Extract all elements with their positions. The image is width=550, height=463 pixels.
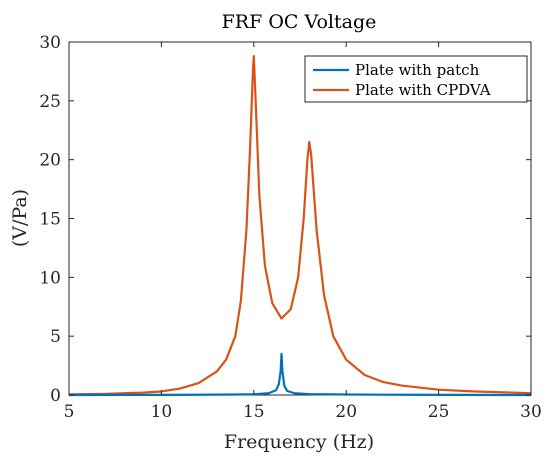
y-tick-label: 25 [39, 92, 61, 112]
x-tick-label: 10 [151, 402, 173, 422]
chart-title: FRF OC Voltage [222, 11, 377, 33]
series-line-plate-with-patch [68, 352, 532, 397]
y-tick-label: 30 [39, 33, 61, 53]
legend-box [304, 55, 528, 103]
x-axis-label: Frequency (Hz) [224, 431, 374, 453]
y-tick-label: 5 [50, 327, 61, 347]
legend: Plate with patch Plate with CPDVA [304, 55, 528, 103]
y-tick-label: 0 [50, 386, 61, 406]
legend-entry: Plate with patch [355, 61, 480, 79]
y-tick-label: 10 [39, 268, 61, 288]
y-tick-label: 20 [39, 151, 61, 171]
x-tick-label: 30 [520, 402, 542, 422]
x-tick-label: 25 [428, 402, 450, 422]
y-tick-label: 15 [39, 210, 61, 230]
legend-entry: Plate with CPDVA [355, 81, 491, 99]
y-axis-label: (V/Pa) [9, 189, 31, 247]
x-tick-label: 15 [243, 402, 265, 422]
series-layer [68, 55, 532, 397]
x-tick-label: 5 [64, 402, 75, 422]
x-tick-label: 20 [335, 402, 357, 422]
series-line-plate-with-cpdva [68, 55, 532, 396]
